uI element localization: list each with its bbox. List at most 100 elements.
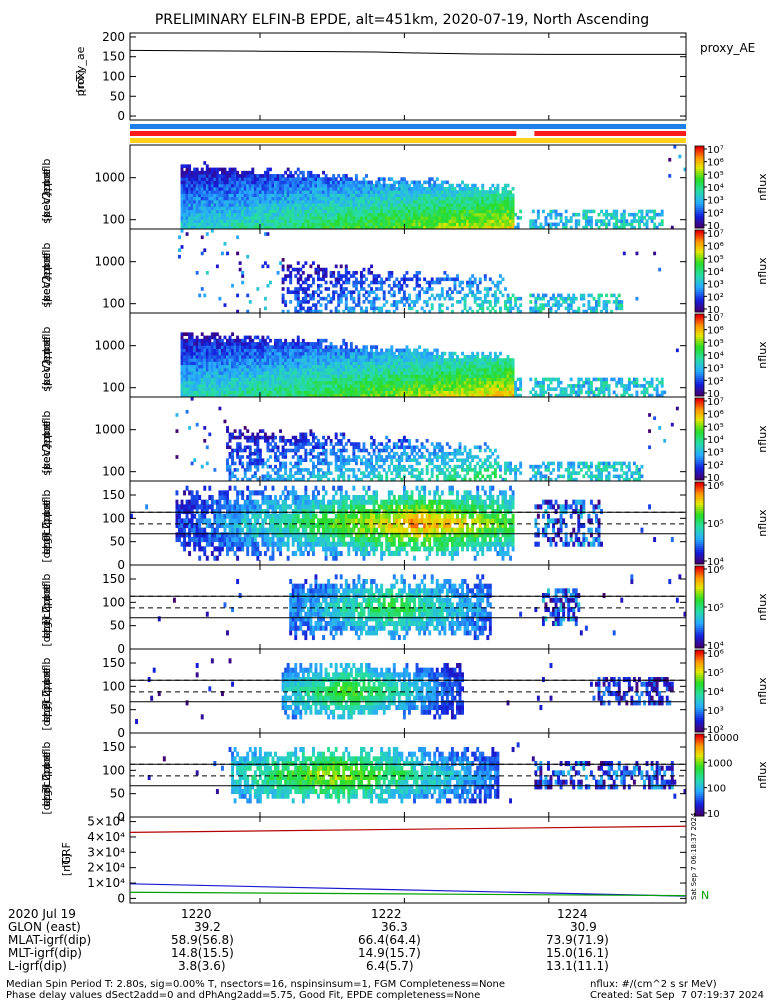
spectrogram-cell: [320, 374, 323, 378]
spectrogram-cell: [307, 210, 310, 214]
spectrogram-cell: [307, 216, 310, 220]
spectrogram-cell: [191, 384, 194, 388]
spectrogram-cell: [405, 190, 408, 194]
spectrogram-cell: [309, 193, 312, 197]
spectrogram-cell: [325, 268, 328, 272]
spectrogram-cell: [507, 200, 510, 204]
spectrogram-cell: [191, 332, 194, 336]
spectrogram-cell: [327, 197, 330, 201]
spectrogram-cell: [441, 352, 444, 356]
spectrogram-cell: [476, 187, 479, 191]
spectrogram-cell: [299, 287, 302, 291]
spectrogram-cell: [236, 349, 239, 353]
spectrogram-cell: [388, 358, 391, 362]
spectrogram-cell: [489, 216, 492, 220]
spectrogram-cell: [340, 184, 343, 188]
spectrogram-cell: [456, 190, 459, 194]
spectrogram-cell: [183, 352, 186, 356]
spectrogram-cell: [229, 365, 232, 369]
spectrogram-cell: [466, 193, 469, 197]
spectrogram-cell: [633, 216, 636, 220]
spectrogram-cell: [196, 187, 199, 191]
spectrogram-cell: [254, 342, 257, 346]
spectrogram-cell: [398, 352, 401, 356]
spectrogram-cell: [264, 371, 267, 375]
spectrogram-cell: [208, 206, 211, 210]
spectrogram-cell: [186, 190, 189, 194]
spectrogram-cell: [211, 219, 214, 223]
spectrogram-cell: [360, 352, 363, 356]
spectrogram-cell: [201, 223, 204, 227]
spectrogram-cell: [239, 342, 242, 346]
spectrogram-cell: [292, 384, 295, 388]
spectrogram-cell: [448, 206, 451, 210]
spectrogram-cell: [638, 219, 641, 223]
proxy-ae-line: [130, 50, 686, 54]
spectrogram-cell: [378, 355, 381, 359]
spectrogram-cell: [256, 342, 259, 346]
spectrogram-cell: [459, 203, 462, 207]
spectrogram-cell: [342, 203, 345, 207]
spectrogram-cell: [201, 371, 204, 375]
spectrogram-cell: [208, 355, 211, 359]
spectrogram-cell: [241, 177, 244, 181]
spectrogram-cell: [587, 303, 590, 307]
spectrogram-cell: [206, 342, 209, 346]
spectrogram-cell: [446, 223, 449, 227]
spectrogram-cell: [352, 216, 355, 220]
spectrogram-cell: [302, 381, 305, 385]
spectrogram-cell: [332, 368, 335, 372]
spectrogram-cell: [183, 361, 186, 365]
spectrogram-cell: [206, 193, 209, 197]
spectrogram-cell: [279, 381, 282, 385]
spectrogram-cell: [277, 371, 280, 375]
spectrogram-cell: [388, 200, 391, 204]
spectrogram-cell: [428, 297, 431, 301]
spectrogram-cell: [390, 381, 393, 385]
spectrogram-cell: [231, 345, 234, 349]
colorbar-tick-label: 10⁷: [707, 229, 724, 240]
spectrogram-cell: [433, 184, 436, 188]
spectrogram-cell: [304, 277, 307, 281]
spectrogram-cell: [380, 190, 383, 194]
spectrogram-cell: [186, 232, 189, 236]
spectrogram-cell: [320, 345, 323, 349]
spectrogram-cell: [259, 361, 262, 365]
spectrogram-cell: [244, 368, 247, 372]
spectrogram-cell: [431, 193, 434, 197]
spectrogram-cell: [261, 181, 264, 185]
spectrogram-cell: [357, 303, 360, 307]
spectrogram-cell: [229, 358, 232, 362]
spectrogram-cell: [188, 368, 191, 372]
spectrogram-cell: [330, 197, 333, 201]
spectrogram-cell: [216, 184, 219, 188]
spectrogram-cell: [188, 352, 191, 356]
spectrogram-cell: [317, 177, 320, 181]
spectrogram-cell: [294, 387, 297, 391]
spectrogram-cell: [378, 387, 381, 391]
spectrogram-cell: [266, 168, 269, 172]
spectrogram-cell: [289, 216, 292, 220]
spectrogram-cell: [340, 277, 343, 281]
spectrogram-cell: [347, 307, 350, 311]
spectrogram-cell: [345, 287, 348, 291]
spectrogram-cell: [330, 187, 333, 191]
spectrogram-cell: [317, 219, 320, 223]
spectrogram-cell: [433, 193, 436, 197]
spectrogram-cell: [198, 206, 201, 210]
spectrogram-cell: [466, 281, 469, 285]
spectrogram-cell: [297, 200, 300, 204]
spectrogram-cell: [385, 384, 388, 388]
spectrogram-cell: [309, 378, 312, 382]
spectrogram-cell: [461, 193, 464, 197]
spectrogram-cell: [292, 345, 295, 349]
spectrogram-cell: [421, 200, 424, 204]
spectrogram-cell: [423, 181, 426, 185]
spectrogram-cell: [398, 200, 401, 204]
spectrogram-cell: [416, 216, 419, 220]
spectrogram-cell: [181, 216, 184, 220]
spectrogram-cell: [297, 287, 300, 291]
spectrogram-cell: [314, 268, 317, 272]
spectrogram-cell: [181, 164, 184, 168]
spectrogram-cell: [519, 297, 522, 301]
